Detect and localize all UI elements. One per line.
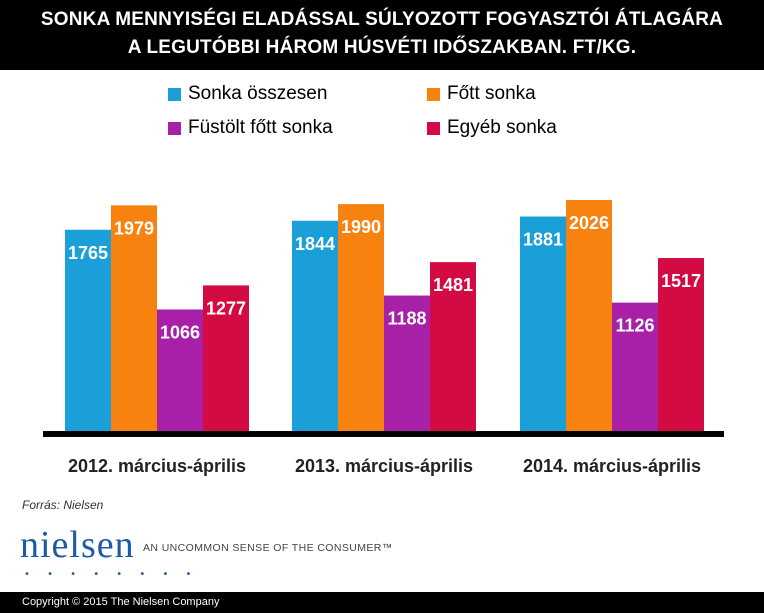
title-bar: SONKA MENNYISÉGI ELADÁSSAL SÚLYOZOTT FOG… (0, 0, 764, 70)
data-label-fott-sonka-2: 1990 (341, 217, 381, 237)
data-label-fott-sonka-1: 1979 (114, 218, 154, 238)
x-tick-label-3: 2014. március-április (523, 456, 701, 476)
data-label-fustolt-fott-sonka-1: 1066 (160, 322, 200, 342)
bar-fott-sonka-1 (111, 205, 157, 431)
legend-swatch-egyeb-sonka (427, 122, 440, 135)
x-tick-label-1: 2012. március-április (68, 456, 246, 476)
legend-swatch-sonka-osszesen (168, 88, 181, 101)
bar-sonka-osszesen-2 (292, 220, 338, 431)
data-label-sonka-osszesen-1: 1765 (68, 243, 108, 263)
data-label-egyeb-sonka-2: 1481 (433, 275, 473, 295)
bar-fott-sonka-2 (338, 204, 384, 431)
bar-fustolt-fott-sonka-3 (612, 302, 658, 431)
bar-chart: 1765 1979 1066 1277 2012. március-április 184… (43, 200, 724, 476)
footer-bar: Copyright © 2015 The Nielsen Company (0, 592, 764, 613)
legend-label-fustolt-fott-sonka: Füstölt főtt sonka (188, 117, 333, 138)
bar-fustolt-fott-sonka-2 (384, 295, 430, 431)
data-label-sonka-osszesen-3: 1881 (523, 230, 563, 250)
legend-swatch-fustolt-fott-sonka (168, 122, 181, 135)
legend-label-fott-sonka: Főtt sonka (447, 83, 536, 104)
chart-title-line-2: A LEGUTÓBBI HÁROM HÚSVÉTI IDŐSZAKBAN. FT… (127, 37, 637, 58)
data-label-sonka-osszesen-2: 1844 (295, 234, 335, 254)
bar-sonka-osszesen-1 (65, 229, 111, 431)
data-label-egyeb-sonka-1: 1277 (206, 298, 246, 318)
bar-egyeb-sonka-3 (658, 258, 704, 431)
data-label-fustolt-fott-sonka-2: 1188 (387, 309, 426, 329)
bar-egyeb-sonka-2 (430, 262, 476, 431)
tagline: AN UNCOMMON SENSE OF THE CONSUMER™ (143, 542, 393, 554)
x-tick-label-2: 2013. március-április (295, 456, 473, 476)
data-label-egyeb-sonka-3: 1517 (661, 271, 701, 291)
legend-swatch-fott-sonka (427, 88, 440, 101)
bar-fustolt-fott-sonka-1 (157, 309, 203, 431)
chart-title-line-1: SONKA MENNYISÉGI ELADÁSSAL SÚLYOZOTT FOG… (40, 9, 724, 30)
source-note: Forrás: Nielsen (22, 498, 104, 512)
data-label-fustolt-fott-sonka-3: 1126 (615, 316, 654, 336)
copyright-text: Copyright © 2015 The Nielsen Company (22, 596, 220, 608)
nielsen-logo-dots: • • • • • • • • (24, 569, 199, 580)
legend-label-egyeb-sonka: Egyéb sonka (447, 117, 557, 138)
data-label-fott-sonka-3: 2026 (569, 213, 609, 233)
bar-egyeb-sonka-1 (203, 285, 249, 431)
nielsen-logo: nielsen (20, 524, 135, 566)
x-axis-line (43, 431, 724, 437)
bar-fott-sonka-3 (566, 200, 612, 431)
bar-sonka-osszesen-3 (520, 216, 566, 431)
legend-label-sonka-osszesen: Sonka összesen (188, 83, 328, 104)
